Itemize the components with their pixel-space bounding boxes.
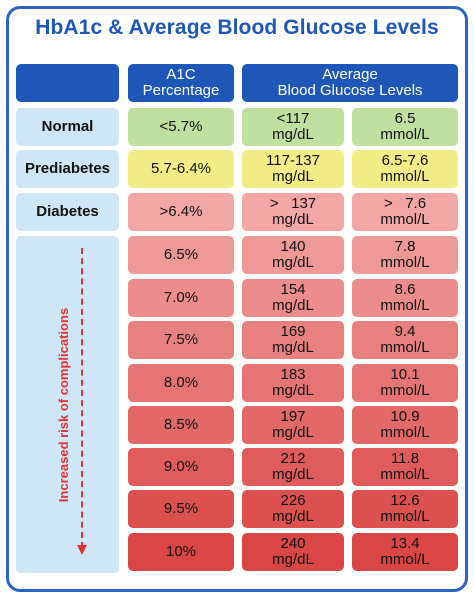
mmol-cell: 12.6 mmol/L	[352, 490, 458, 528]
a1c-cell: 8.5%	[128, 406, 234, 444]
mmol-value: > 7.6	[383, 195, 427, 213]
mmol-unit: mmol/L	[380, 466, 430, 483]
a1c-cell: 8.0%	[128, 364, 234, 402]
a1c-cell: >6.4%	[128, 193, 234, 231]
mgdl-value: > 137	[269, 195, 317, 213]
mmol-cell: 6.5 mmol/L	[352, 108, 458, 146]
page-title: HbA1c & Average Blood Glucose Levels	[35, 16, 439, 39]
mmol-cell: 10.1 mmol/L	[352, 364, 458, 402]
mgdl-unit: mg/dL	[272, 339, 314, 356]
mgdl-value: 197	[280, 408, 306, 426]
header-blank	[16, 64, 119, 102]
mgdl-cell: 169 mg/dL	[242, 321, 344, 359]
header-average: Average Blood Glucose Levels	[242, 64, 458, 102]
mmol-unit: mmol/L	[380, 126, 430, 143]
mmol-unit: mmol/L	[380, 551, 430, 568]
mgdl-cell: 212 mg/dL	[242, 448, 344, 486]
a1c-cell: 6.5%	[128, 236, 234, 274]
mmol-unit: mmol/L	[380, 339, 430, 356]
mmol-unit: mmol/L	[380, 211, 430, 228]
mmol-cell: 13.4 mmol/L	[352, 533, 458, 571]
risk-label: Increased risk of complications	[56, 307, 71, 503]
mgdl-unit: mg/dL	[272, 126, 314, 143]
mmol-value: 6.5	[394, 110, 416, 128]
mgdl-unit: mg/dL	[272, 466, 314, 483]
mgdl-value: 117-137	[266, 152, 320, 170]
mmol-value: 12.6	[390, 492, 420, 510]
mmol-value: 8.6	[394, 281, 416, 299]
mgdl-unit: mg/dL	[272, 211, 314, 228]
mmol-cell: 6.5-7.6 mmol/L	[352, 150, 458, 188]
mmol-cell: 10.9 mmol/L	[352, 406, 458, 444]
row-label: Diabetes	[16, 193, 119, 231]
down-arrow-icon	[77, 545, 87, 555]
mgdl-unit: mg/dL	[272, 168, 314, 185]
mmol-value: 6.5-7.6	[381, 152, 429, 170]
mgdl-unit: mg/dL	[272, 508, 314, 525]
a1c-cell: 10%	[128, 533, 234, 571]
mgdl-value: 140	[280, 238, 306, 256]
header-average-line1: Average	[322, 66, 378, 84]
mgdl-value: 169	[280, 323, 306, 341]
mmol-unit: mmol/L	[380, 508, 430, 525]
mmol-value: 9.4	[394, 323, 416, 341]
row-label: Normal	[16, 108, 119, 146]
mgdl-value: <117	[276, 110, 310, 128]
mgdl-cell: <117 mg/dL	[242, 108, 344, 146]
mgdl-value: 212	[280, 450, 306, 468]
risk-arrow-line	[81, 248, 83, 548]
mgdl-cell: 117-137 mg/dL	[242, 150, 344, 188]
mgdl-unit: mg/dL	[272, 254, 314, 271]
row-label: Prediabetes	[16, 150, 119, 188]
mmol-value: 11.8	[390, 450, 420, 468]
mmol-cell: > 7.6 mmol/L	[352, 193, 458, 231]
mmol-unit: mmol/L	[380, 424, 430, 441]
mgdl-cell: 226 mg/dL	[242, 490, 344, 528]
mgdl-cell: 240 mg/dL	[242, 533, 344, 571]
mgdl-cell: 183 mg/dL	[242, 364, 344, 402]
mmol-unit: mmol/L	[380, 297, 430, 314]
header-a1c-line2: Percentage	[142, 82, 220, 99]
mgdl-value: 226	[280, 492, 306, 510]
mmol-value: 10.1	[390, 366, 420, 384]
mmol-value: 13.4	[390, 535, 420, 553]
mmol-value: 7.8	[394, 238, 416, 256]
mgdl-cell: 197 mg/dL	[242, 406, 344, 444]
mmol-cell: 7.8 mmol/L	[352, 236, 458, 274]
mgdl-cell: 154 mg/dL	[242, 279, 344, 317]
mmol-unit: mmol/L	[380, 254, 430, 271]
risk-label-panel	[16, 236, 119, 573]
mmol-unit: mmol/L	[380, 168, 430, 185]
header-a1c: A1C Percentage	[128, 64, 234, 102]
mgdl-cell: 140 mg/dL	[242, 236, 344, 274]
mgdl-value: 154	[280, 281, 306, 299]
a1c-cell: 9.0%	[128, 448, 234, 486]
a1c-cell: 9.5%	[128, 490, 234, 528]
header-average-line2: Blood Glucose Levels	[277, 82, 423, 99]
mgdl-value: 183	[280, 366, 306, 384]
a1c-cell: 7.0%	[128, 279, 234, 317]
mmol-cell: 8.6 mmol/L	[352, 279, 458, 317]
mmol-cell: 11.8 mmol/L	[352, 448, 458, 486]
a1c-cell: <5.7%	[128, 108, 234, 146]
mgdl-unit: mg/dL	[272, 297, 314, 314]
mgdl-cell: > 137 mg/dL	[242, 193, 344, 231]
mgdl-unit: mg/dL	[272, 382, 314, 399]
mmol-cell: 9.4 mmol/L	[352, 321, 458, 359]
a1c-cell: 7.5%	[128, 321, 234, 359]
mgdl-unit: mg/dL	[272, 551, 314, 568]
mmol-value: 10.9	[390, 408, 420, 426]
mmol-unit: mmol/L	[380, 382, 430, 399]
header-a1c-line1: A1C	[166, 66, 196, 84]
mgdl-unit: mg/dL	[272, 424, 314, 441]
a1c-cell: 5.7-6.4%	[128, 150, 234, 188]
mgdl-value: 240	[280, 535, 306, 553]
